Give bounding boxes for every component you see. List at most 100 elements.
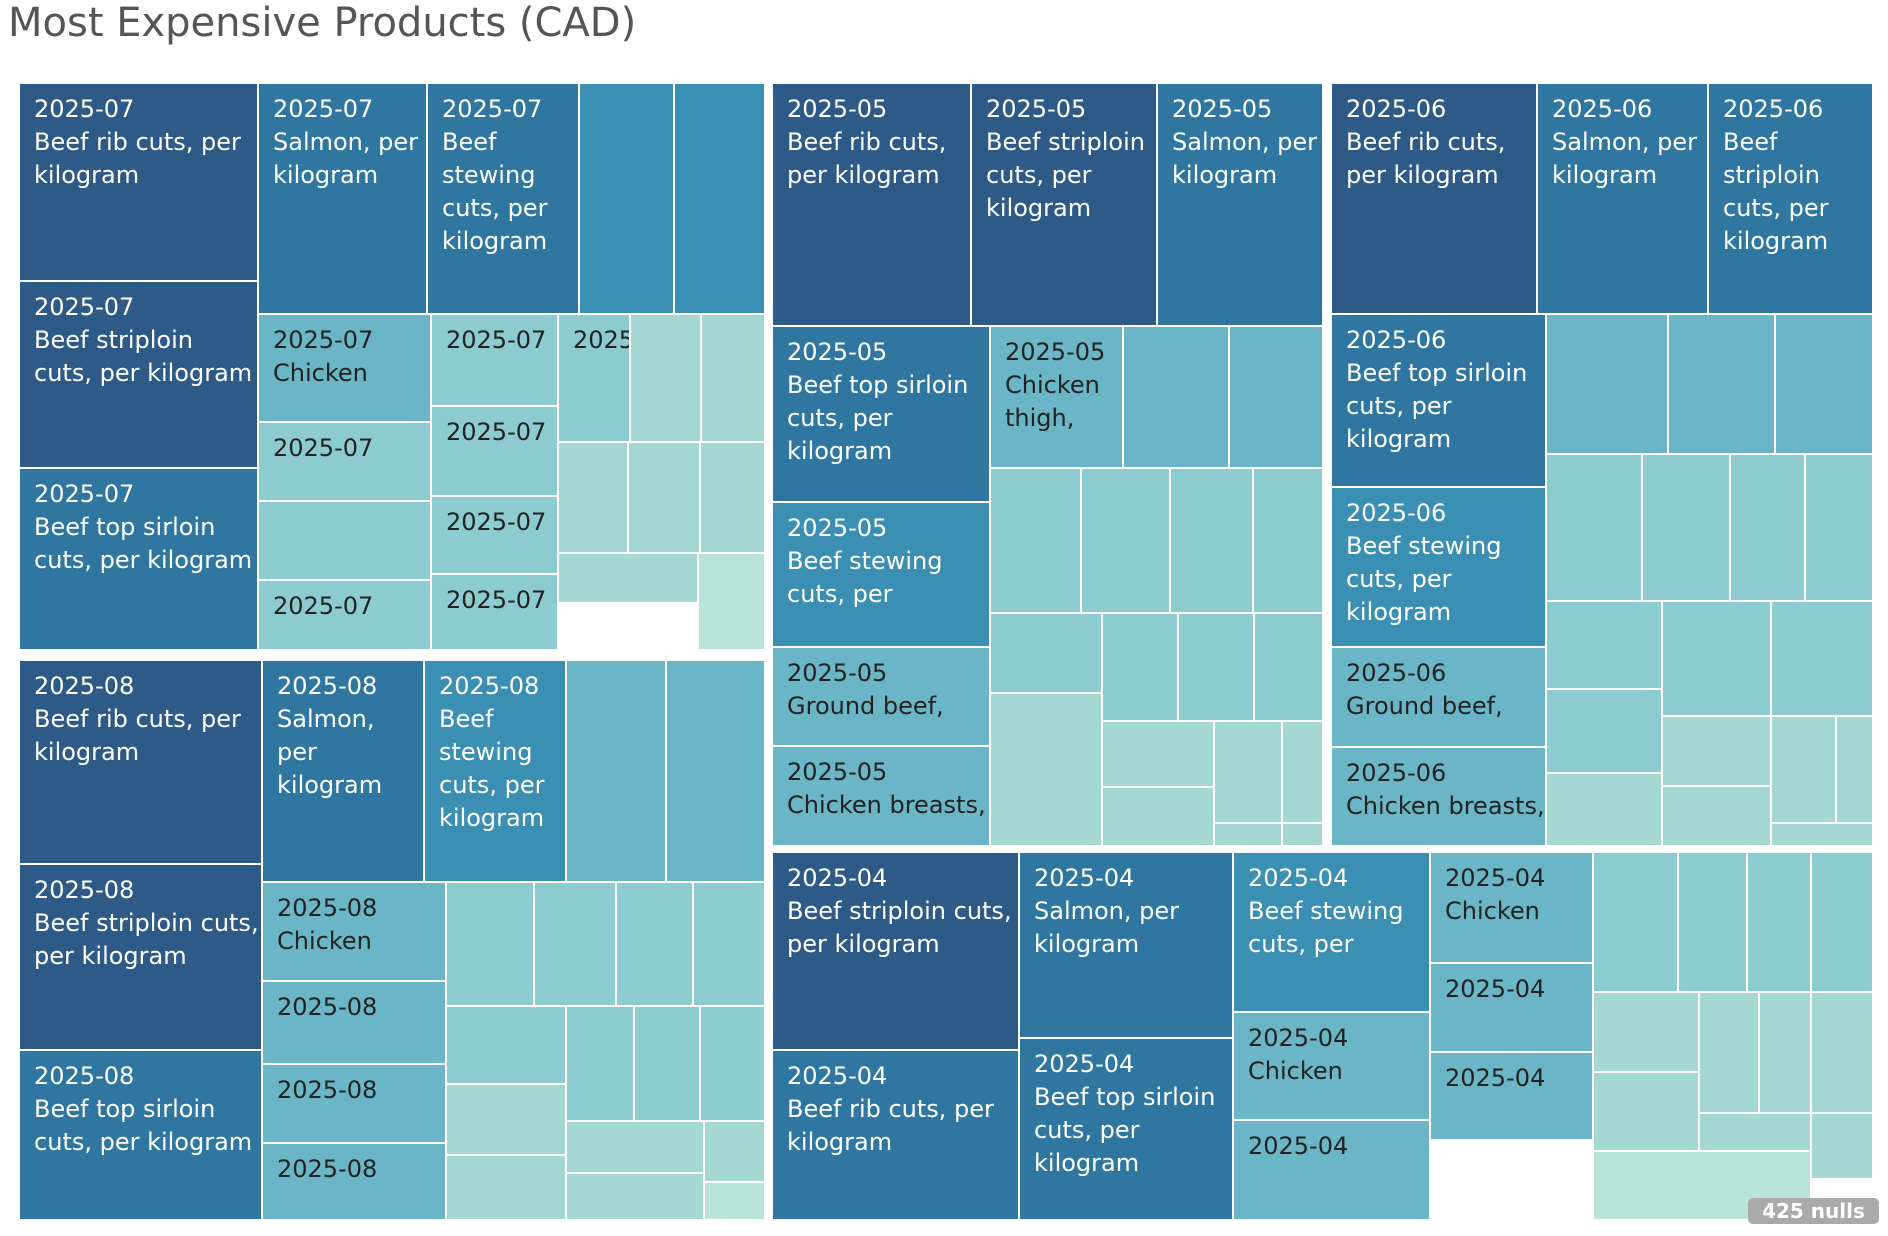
treemap-tile[interactable] <box>771 501 991 648</box>
treemap-tile[interactable] <box>257 579 432 651</box>
treemap-tile[interactable] <box>18 863 263 1051</box>
treemap-tile[interactable] <box>430 313 559 407</box>
null-count-badge[interactable]: 425 nulls <box>1748 1198 1879 1224</box>
treemap-tile[interactable] <box>1661 785 1772 847</box>
treemap-tile[interactable] <box>18 659 263 865</box>
treemap-tile[interactable] <box>1661 600 1772 717</box>
treemap-tile[interactable] <box>615 881 694 1007</box>
treemap-tile[interactable] <box>1592 991 1700 1073</box>
treemap-tile[interactable] <box>692 881 766 1007</box>
treemap-tile[interactable] <box>557 313 631 443</box>
treemap-tile[interactable] <box>565 1172 705 1221</box>
treemap-tile[interactable] <box>771 851 1020 1051</box>
treemap-tile[interactable] <box>1667 313 1776 455</box>
treemap-tile[interactable] <box>18 1049 263 1221</box>
treemap-tile[interactable] <box>1746 851 1812 993</box>
treemap-tile[interactable] <box>1545 453 1643 602</box>
treemap-tile[interactable] <box>1101 720 1215 788</box>
treemap-tile[interactable] <box>18 467 259 651</box>
treemap-tile[interactable] <box>1677 851 1748 993</box>
treemap-tile[interactable] <box>1330 486 1547 648</box>
treemap-tile[interactable] <box>1122 325 1230 469</box>
treemap-tile[interactable] <box>565 1005 635 1122</box>
treemap-tile[interactable] <box>1770 715 1837 824</box>
treemap-tile[interactable] <box>1253 612 1324 722</box>
treemap-tile[interactable] <box>261 659 425 883</box>
treemap-tile[interactable] <box>1729 453 1806 602</box>
treemap-tile[interactable] <box>426 82 580 315</box>
treemap-tile[interactable] <box>970 82 1158 327</box>
treemap-tile[interactable] <box>629 313 702 443</box>
treemap-tile[interactable] <box>565 1120 705 1174</box>
treemap-tile[interactable] <box>771 1049 1020 1221</box>
treemap-tile[interactable] <box>1810 1112 1874 1180</box>
treemap-tile[interactable] <box>18 280 259 469</box>
treemap-tile[interactable] <box>627 441 701 554</box>
treemap-tile[interactable] <box>257 82 428 315</box>
treemap-tile[interactable] <box>1213 720 1283 824</box>
treemap-tile[interactable] <box>1252 467 1324 614</box>
treemap-tile[interactable] <box>1018 1037 1234 1221</box>
treemap-tile[interactable] <box>423 659 567 883</box>
treemap-tile[interactable] <box>1330 82 1538 315</box>
treemap-tile[interactable] <box>771 325 991 503</box>
treemap-tile[interactable] <box>1545 600 1663 690</box>
treemap-tile[interactable] <box>533 881 617 1007</box>
treemap-tile[interactable] <box>700 313 766 443</box>
treemap-tile[interactable] <box>565 659 667 883</box>
treemap-tile[interactable] <box>261 881 447 982</box>
treemap-tile[interactable] <box>1228 325 1324 469</box>
treemap-tile[interactable] <box>445 881 535 1007</box>
treemap-tile[interactable] <box>1698 991 1760 1114</box>
treemap-tile[interactable] <box>1330 746 1547 847</box>
treemap-tile[interactable] <box>697 552 766 651</box>
treemap-tile[interactable] <box>1810 991 1874 1114</box>
treemap-tile[interactable] <box>257 421 432 502</box>
treemap-tile[interactable] <box>1018 851 1234 1039</box>
treemap-tile[interactable] <box>1804 453 1874 602</box>
treemap-tile[interactable] <box>1592 851 1679 993</box>
treemap-tile[interactable] <box>1177 612 1255 722</box>
treemap-tile[interactable] <box>703 1120 766 1183</box>
treemap-tile[interactable] <box>1758 991 1812 1114</box>
treemap-tile[interactable] <box>445 1083 567 1156</box>
treemap-tile[interactable] <box>1169 467 1254 614</box>
treemap-tile[interactable] <box>703 1181 766 1221</box>
treemap-tile[interactable] <box>1232 1011 1431 1121</box>
treemap-tile[interactable] <box>1330 646 1547 748</box>
treemap-tile[interactable] <box>1810 851 1874 993</box>
treemap-tile[interactable] <box>665 659 766 883</box>
treemap-tile[interactable] <box>771 82 972 327</box>
treemap-tile[interactable] <box>578 82 675 315</box>
treemap-tile[interactable] <box>430 573 559 651</box>
treemap-tile[interactable] <box>989 612 1103 694</box>
treemap-tile[interactable] <box>1774 313 1874 455</box>
treemap-tile[interactable] <box>1101 612 1179 722</box>
treemap-tile[interactable] <box>673 82 766 315</box>
treemap-tile[interactable] <box>989 467 1082 614</box>
treemap-tile[interactable] <box>1641 453 1731 602</box>
treemap-tile[interactable] <box>1545 688 1663 774</box>
treemap-tile[interactable] <box>1536 82 1709 315</box>
treemap-tile[interactable] <box>1330 313 1547 488</box>
treemap-tile[interactable] <box>18 82 259 282</box>
treemap-tile[interactable] <box>1770 600 1874 717</box>
treemap-tile[interactable] <box>771 646 991 747</box>
treemap-tile[interactable] <box>1156 82 1324 327</box>
treemap-tile[interactable] <box>1429 851 1594 964</box>
treemap-tile[interactable] <box>445 1154 567 1221</box>
treemap-tile[interactable] <box>771 745 991 847</box>
treemap-tile[interactable] <box>1545 313 1669 455</box>
treemap-tile[interactable] <box>445 1005 567 1085</box>
treemap-tile[interactable] <box>989 692 1103 847</box>
treemap-tile[interactable] <box>557 441 629 554</box>
treemap-tile[interactable] <box>1232 1119 1431 1221</box>
treemap-tile[interactable] <box>1592 1071 1700 1152</box>
treemap-tile[interactable] <box>1281 720 1324 824</box>
treemap-tile[interactable] <box>633 1005 701 1122</box>
treemap-tile[interactable] <box>261 1142 447 1221</box>
treemap-tile[interactable] <box>1835 715 1874 824</box>
treemap-tile[interactable] <box>1101 786 1215 847</box>
treemap-tile[interactable] <box>1661 715 1772 787</box>
treemap-tile[interactable] <box>1281 822 1324 847</box>
